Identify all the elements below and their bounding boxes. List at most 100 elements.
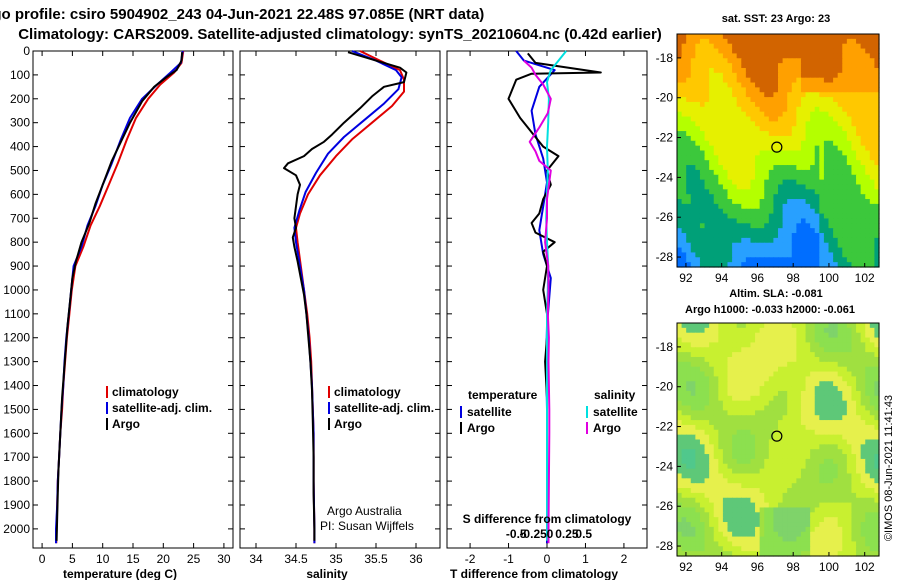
sla_map-ytick-label: -18 bbox=[656, 340, 674, 354]
sla_map-title: Altim. SLA: -0.081 bbox=[729, 288, 823, 300]
sst_map-ytick-label: -20 bbox=[656, 91, 674, 105]
temperature-xtick-label: 20 bbox=[157, 552, 171, 566]
salinity-xlabel: salinity bbox=[306, 567, 348, 580]
difference-series-t-argo bbox=[507, 52, 602, 541]
salinity-xtick-label: 36 bbox=[409, 552, 423, 566]
difference-legend-label: Argo bbox=[593, 421, 621, 435]
temperature-xtick-label: 15 bbox=[126, 552, 140, 566]
sla_map-ytick-label: -26 bbox=[656, 499, 674, 513]
depth-tick-label: 700 bbox=[10, 211, 30, 225]
sst_map-xtick-label: 100 bbox=[819, 271, 839, 285]
salinity-legend-label: satellite-adj. clim. bbox=[334, 401, 434, 415]
difference-sdiff-tick-label: 0 bbox=[547, 527, 554, 541]
difference-legend-swatch bbox=[460, 422, 462, 434]
temperature-legend-label: satellite-adj. clim. bbox=[112, 401, 212, 415]
sla-map-panel: 92 94 96 98 100 102 -18 -20 -22 -24 -26 -28 Altim. S… bbox=[656, 288, 880, 574]
temperature-xlabel: temperature (deg C) bbox=[63, 567, 177, 580]
temperature-legend-label: Argo bbox=[112, 417, 140, 431]
difference-legend-header-temperature: temperature bbox=[468, 388, 538, 402]
sst_map-xtick-label: 102 bbox=[855, 271, 875, 285]
temperature-xtick-label: 0 bbox=[39, 552, 46, 566]
depth-tick-label: 1700 bbox=[3, 450, 30, 464]
temperature-legend-swatch bbox=[106, 386, 108, 398]
sst_map-ytick-label: -18 bbox=[656, 51, 674, 65]
sst_map-ytick-label: -28 bbox=[656, 250, 674, 264]
temperature-xtick-label: 10 bbox=[96, 552, 110, 566]
salinity-legend-label: Argo bbox=[334, 417, 362, 431]
difference-legend-header-salinity: salinity bbox=[594, 388, 636, 402]
difference-legend-swatch bbox=[460, 406, 462, 418]
sst-map-panel: 92 94 96 98 100 102 -18 -20 -22 -24 -26 -28 sat. SST… bbox=[656, 13, 880, 285]
sla_map-title2: Argo h1000: -0.033 h2000: -0.061 bbox=[685, 304, 855, 316]
sst_map-ytick-label: -24 bbox=[656, 170, 674, 184]
difference-sdiff-tick-label: 0.25 bbox=[555, 527, 579, 541]
salinity-axes-frame bbox=[239, 50, 441, 549]
salinity-xtick-label: 35 bbox=[329, 552, 343, 566]
depth-tick-label: 400 bbox=[10, 140, 30, 154]
depth-tick-label: 100 bbox=[10, 68, 30, 82]
depth-tick-label: 1100 bbox=[4, 307, 30, 321]
difference-xtick-label: 0 bbox=[544, 552, 551, 566]
sla_map-xtick-label: 100 bbox=[819, 560, 839, 574]
title-line-1: Argo profile: csiro 5904902_243 04-Jun-2… bbox=[0, 6, 484, 23]
sla_map-ytick-label: -22 bbox=[656, 420, 674, 434]
depth-tick-label: 1900 bbox=[3, 498, 30, 512]
depth-tick-label: 1000 bbox=[3, 283, 30, 297]
temperature-xtick-label: 30 bbox=[217, 552, 231, 566]
depth-tick-label: 300 bbox=[10, 116, 30, 130]
difference-series-s-argo bbox=[523, 59, 552, 544]
sst_map-ytick-label: -26 bbox=[656, 210, 674, 224]
sst_map-xtick-label: 96 bbox=[751, 271, 765, 285]
salinity-legend-swatch bbox=[328, 386, 330, 398]
depth-tick-label: 900 bbox=[10, 259, 30, 273]
depth-tick-label: 1400 bbox=[3, 379, 30, 393]
salinity-xtick-label: 34 bbox=[249, 552, 263, 566]
sla_map-frame bbox=[676, 322, 880, 557]
temperature-series-argo bbox=[55, 52, 184, 541]
sst_map-title: sat. SST: 23 Argo: 23 bbox=[722, 13, 830, 25]
difference-xlabel: T difference from climatology bbox=[450, 567, 618, 580]
difference-sdiff-tick-label: 0.5 bbox=[575, 527, 592, 541]
depth-tick-label: 800 bbox=[10, 235, 30, 249]
difference-legend-label: satellite bbox=[593, 405, 638, 419]
annotation-pi: PI: Susan Wijffels bbox=[320, 519, 414, 533]
sla_map-xtick-label: 98 bbox=[787, 560, 801, 574]
temperature-xtick-label: 5 bbox=[69, 552, 76, 566]
temperature-axes-frame bbox=[32, 50, 234, 549]
difference-legend-swatch bbox=[586, 422, 588, 434]
temperature-xtick-label: 25 bbox=[187, 552, 201, 566]
depth-tick-label: 1500 bbox=[3, 402, 30, 416]
salinity-legend-label: climatology bbox=[334, 385, 401, 399]
difference-legend-swatch bbox=[586, 406, 588, 418]
sla_map-xtick-label: 94 bbox=[715, 560, 729, 574]
sla_map-xtick-label: 96 bbox=[751, 560, 765, 574]
sst_map-xtick-label: 98 bbox=[787, 271, 801, 285]
sla_map-ytick-label: -28 bbox=[656, 539, 674, 553]
annotation-argo-australia: Argo Australia bbox=[327, 504, 402, 518]
difference-legend-label: satellite bbox=[467, 405, 512, 419]
sst_map-ytick-label: -22 bbox=[656, 131, 674, 145]
depth-tick-label: 1200 bbox=[3, 331, 30, 345]
difference-sdiff-tick-label: -0.25 bbox=[519, 527, 547, 541]
temperature-legend-swatch bbox=[106, 418, 108, 430]
sla_map-xtick-label: 102 bbox=[855, 560, 875, 574]
sla_map-argo-position-marker bbox=[771, 430, 783, 442]
sla_map-xtick-label: 92 bbox=[679, 560, 693, 574]
sla_map-ytick-label: -20 bbox=[656, 380, 674, 394]
imos-credit: ©IMOS 08-Jun-2021 11:41:43 bbox=[883, 395, 895, 541]
sst_map-xtick-label: 92 bbox=[679, 271, 693, 285]
temperature-legend-label: climatology bbox=[112, 385, 179, 399]
depth-tick-label: 0 bbox=[23, 44, 30, 58]
salinity-panel: 34 34.5 35 35.5 36 salinity climatology satelli… bbox=[239, 50, 441, 580]
difference-sdiff-tick-label: -0.5 bbox=[506, 527, 527, 541]
difference-xlabel2: S difference from climatology bbox=[463, 512, 632, 526]
sst_map-xtick-label: 94 bbox=[715, 271, 729, 285]
depth-tick-label: 1600 bbox=[3, 426, 30, 440]
depth-tick-label: 2000 bbox=[3, 522, 30, 536]
difference-xtick-label: -1 bbox=[503, 552, 514, 566]
depth-tick-label: 1300 bbox=[3, 355, 30, 369]
sst_map-frame bbox=[676, 33, 880, 268]
difference-xtick-label: 2 bbox=[621, 552, 628, 566]
depth-tick-label: 200 bbox=[10, 92, 30, 106]
